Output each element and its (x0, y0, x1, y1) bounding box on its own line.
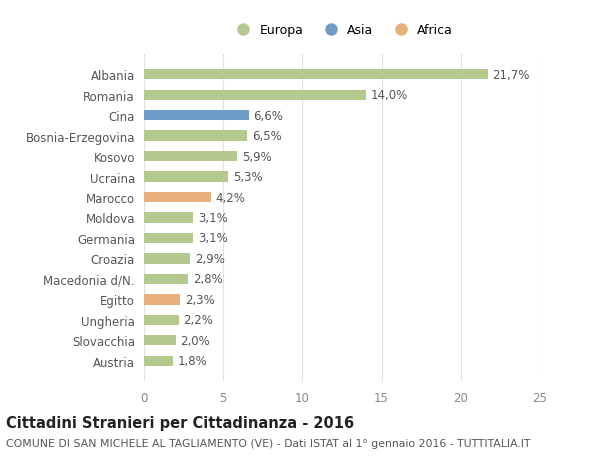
Bar (144, 315, 179, 325)
Text: 1,8%: 1,8% (177, 354, 207, 368)
Text: 6,6%: 6,6% (253, 109, 283, 123)
Bar (144, 233, 193, 244)
Bar (144, 90, 366, 101)
Text: COMUNE DI SAN MICHELE AL TAGLIAMENTO (VE) - Dati ISTAT al 1° gennaio 2016 - TUTT: COMUNE DI SAN MICHELE AL TAGLIAMENTO (VE… (6, 438, 530, 448)
Text: 21,7%: 21,7% (493, 68, 530, 82)
Text: Cittadini Stranieri per Cittadinanza - 2016: Cittadini Stranieri per Cittadinanza - 2… (6, 415, 354, 431)
Bar (144, 274, 188, 285)
Bar (144, 111, 248, 121)
Bar (144, 336, 176, 346)
Bar (144, 172, 228, 182)
Bar (144, 131, 247, 141)
Text: 5,9%: 5,9% (242, 150, 272, 163)
Text: 2,2%: 2,2% (184, 313, 214, 327)
Text: 2,3%: 2,3% (185, 293, 215, 306)
Bar (144, 70, 488, 80)
Text: 3,1%: 3,1% (198, 232, 227, 245)
Bar (144, 192, 211, 203)
Text: 4,2%: 4,2% (215, 191, 245, 204)
Text: 5,3%: 5,3% (233, 171, 262, 184)
Text: 14,0%: 14,0% (371, 89, 408, 102)
Text: 2,9%: 2,9% (194, 252, 224, 265)
Bar (144, 151, 238, 162)
Text: 2,0%: 2,0% (181, 334, 210, 347)
Bar (144, 295, 181, 305)
Text: 2,8%: 2,8% (193, 273, 223, 286)
Bar (144, 356, 173, 366)
Bar (144, 254, 190, 264)
Text: 6,5%: 6,5% (252, 130, 281, 143)
Bar (144, 213, 193, 223)
Text: 3,1%: 3,1% (198, 212, 227, 224)
Legend: Europa, Asia, Africa: Europa, Asia, Africa (226, 19, 458, 42)
